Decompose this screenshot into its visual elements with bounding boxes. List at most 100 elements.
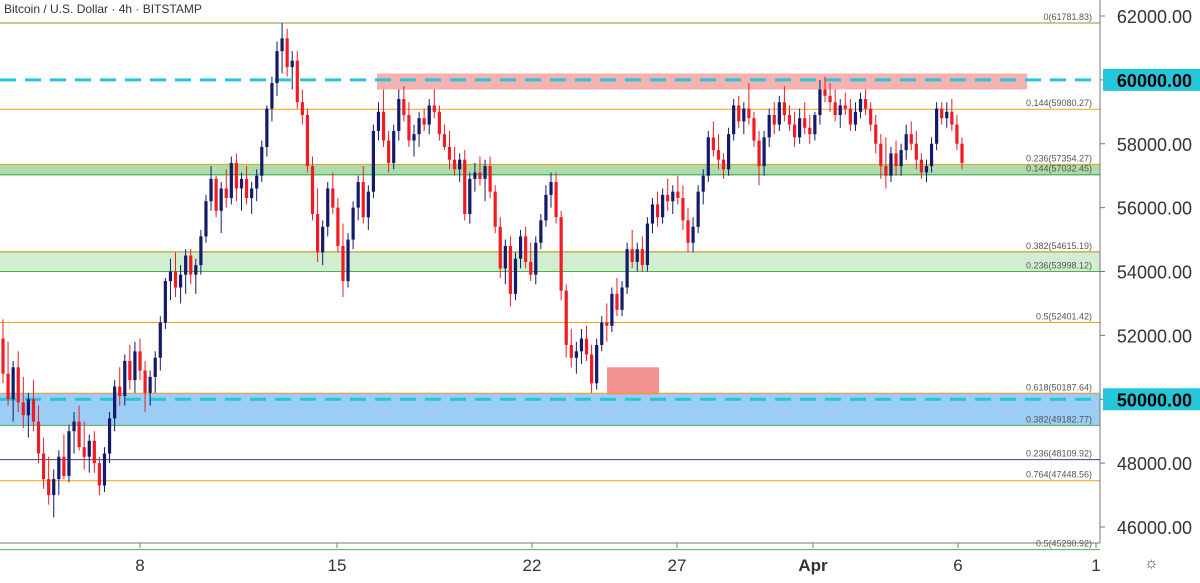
candle-body [524,236,528,262]
candle-body [635,249,639,262]
candle-body [564,290,568,345]
candle-body [955,124,959,144]
candle-body [128,360,132,381]
candle-body [87,440,91,457]
candle-body [711,137,715,151]
candle-body [610,293,614,326]
candle-body [447,146,452,160]
fib-level-label: 0.236(57354.27) [1026,153,1092,163]
candle-body [772,115,776,125]
candle-body [544,194,548,221]
candle-body [808,127,812,135]
candle-body [863,99,868,109]
candle-body [701,175,705,192]
candle-body [412,134,416,141]
candle-body [295,60,299,103]
candle-body [716,150,721,160]
gear-icon[interactable]: ☼ [1144,555,1159,572]
candle-body [798,118,802,138]
candle-body [828,95,832,103]
candle-body [904,134,908,151]
candle-body [752,118,756,141]
candle-body [102,453,107,486]
candle-body [803,118,807,128]
candle-body [513,258,518,294]
candle-body [666,194,670,202]
candle-body [508,245,513,294]
candle-body [270,83,274,109]
candle-body [72,421,76,432]
candle-body [498,226,502,269]
candle-body [879,143,883,167]
candle-body [321,226,325,253]
candle-body [488,166,492,192]
candle-body [178,274,183,288]
candle-body [219,188,223,211]
candle-body [686,220,690,243]
candle-body [310,166,315,215]
candle-body [848,108,852,125]
candle-body [935,108,939,144]
price-highlight-badge [1103,68,1200,91]
candle-body [579,338,584,352]
candle-body [118,386,122,397]
candle-body [209,178,213,202]
candle-body [275,51,279,84]
candle-body [260,146,264,176]
candle-body [184,255,188,275]
y-tick-label: 48000.00 [1117,454,1192,474]
candle-body [133,351,137,381]
candle-body [194,265,198,275]
candle-body [163,281,167,323]
candle-body [650,204,655,224]
support-zone-57 [0,164,1100,176]
y-tick-label: 54000.00 [1117,263,1192,283]
candle-body [250,188,254,199]
candle-body [36,421,41,454]
candle-body [41,453,46,480]
candle-body [153,357,157,377]
candle-body [914,143,918,160]
candle-body [463,159,467,215]
fib-level-label: 0.5(52401.42) [1036,312,1092,322]
candle-body [940,108,944,119]
low-marker [607,367,659,395]
candle-body [600,322,604,345]
candle-body [229,162,233,199]
candle-body [706,137,710,176]
candle-body [366,191,370,218]
candle-body [929,143,934,167]
candle-body [361,182,365,218]
fib-level-label: 0.144(57032.45) [1026,164,1092,174]
candle-body [767,115,771,138]
candle-body [792,124,797,138]
fib-level-label: 0.5(45290.92) [1036,539,1092,549]
candle-body [392,130,396,163]
candle-body [478,172,482,179]
candle-body [6,373,10,400]
candle-body [285,38,289,68]
candle-body [356,182,360,208]
candle-body [52,479,56,496]
candle-body [397,99,401,131]
candle-body [909,134,913,144]
candle-body [47,479,51,496]
x-tick-label: 27 [668,556,687,575]
chart-title: Bitcoin / U.S. Dollar · 4h · BITSTAMP [4,2,202,16]
candle-body [371,130,376,192]
candle-body [615,293,619,310]
candle-body [214,178,218,211]
candle-body [97,463,102,486]
candle-body [16,367,20,403]
candle-body [168,271,173,282]
candle-body [458,159,462,170]
candle-body [742,108,746,122]
candle-body [82,447,86,457]
candle-body [239,178,244,189]
candle-body [468,178,472,215]
x-tick-label: 6 [953,556,962,575]
candle-body [584,338,589,355]
candle-body [732,105,736,135]
candle-body [640,249,644,266]
